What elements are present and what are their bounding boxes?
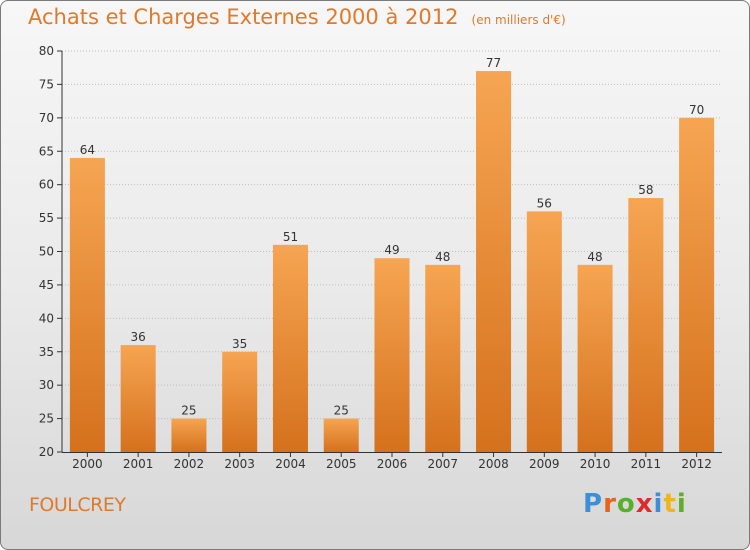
x-tick-label: 2004 xyxy=(275,457,306,471)
bars xyxy=(69,71,715,453)
place-name: FOULCREY xyxy=(29,494,126,516)
y-tick-label: 80 xyxy=(39,44,54,58)
y-tick-label: 30 xyxy=(39,378,54,392)
y-tick-label: 20 xyxy=(39,445,54,459)
y-tick-label: 75 xyxy=(39,77,54,91)
chart-subtitle: (en milliers d'€) xyxy=(471,13,566,27)
y-tick-label: 55 xyxy=(39,211,54,225)
logo-letter: r xyxy=(603,489,617,519)
bar xyxy=(679,117,715,452)
x-tick-label: 2003 xyxy=(224,457,255,471)
y-tick-label: 25 xyxy=(39,412,54,426)
logo-letter: i xyxy=(653,489,664,519)
y-tick-label: 40 xyxy=(39,311,54,325)
bar xyxy=(171,418,207,452)
x-tick-label: 2012 xyxy=(681,457,712,471)
bar xyxy=(628,198,664,452)
x-tick-label: 2005 xyxy=(326,457,357,471)
x-tick-label: 2000 xyxy=(72,457,103,471)
data-label: 35 xyxy=(232,337,247,351)
title-block: Achats et Charges Externes 2000 à 2012 (… xyxy=(28,5,566,29)
x-tick-label: 2001 xyxy=(123,457,154,471)
y-tick-label: 50 xyxy=(39,245,54,259)
bar xyxy=(323,418,359,452)
bar xyxy=(476,71,512,453)
logo-letter: x xyxy=(635,489,654,519)
data-label: 48 xyxy=(435,250,450,264)
logo-letter: i xyxy=(676,489,687,519)
bar xyxy=(425,264,461,452)
proxiti-logo[interactable]: Proxiti xyxy=(583,489,687,519)
x-tick-label: 2007 xyxy=(427,457,458,471)
bar xyxy=(374,258,410,452)
logo-letter: o xyxy=(616,489,636,519)
data-label: 36 xyxy=(131,330,146,344)
data-label: 51 xyxy=(283,230,298,244)
bar xyxy=(272,244,308,452)
data-label: 58 xyxy=(638,183,653,197)
y-tick-label: 65 xyxy=(39,144,54,158)
chart-title: Achats et Charges Externes 2000 à 2012 xyxy=(28,5,459,29)
data-label: 49 xyxy=(384,243,399,257)
data-label: 64 xyxy=(80,143,95,157)
y-tick-label: 60 xyxy=(39,178,54,192)
axes: 20 25 30 35 40 45 50 55 60 65 70 75 80 2000 2001 2002 20… xyxy=(39,44,722,471)
data-label: 48 xyxy=(587,250,602,264)
y-tick-label: 45 xyxy=(39,278,54,292)
data-labels: 64 36 25 35 51 25 49 48 77 56 48 58 70 xyxy=(80,56,705,418)
data-label: 25 xyxy=(181,404,196,418)
bar xyxy=(222,351,258,452)
bar xyxy=(577,264,613,452)
bar xyxy=(526,211,562,452)
data-label: 25 xyxy=(334,404,349,418)
x-tick-label: 2011 xyxy=(631,457,662,471)
x-tick-label: 2002 xyxy=(174,457,205,471)
data-label: 77 xyxy=(486,56,501,70)
logo-letter: P xyxy=(583,489,604,519)
bar xyxy=(69,157,105,452)
x-tick-label: 2010 xyxy=(580,457,611,471)
x-tick-label: 2009 xyxy=(529,457,560,471)
x-tick-label: 2006 xyxy=(377,457,408,471)
data-label: 70 xyxy=(689,103,704,117)
x-tick-label: 2008 xyxy=(478,457,509,471)
y-tick-label: 70 xyxy=(39,111,54,125)
data-label: 56 xyxy=(537,196,552,210)
y-tick-label: 35 xyxy=(39,345,54,359)
logo-letter: t xyxy=(663,489,677,519)
bar xyxy=(120,345,156,452)
